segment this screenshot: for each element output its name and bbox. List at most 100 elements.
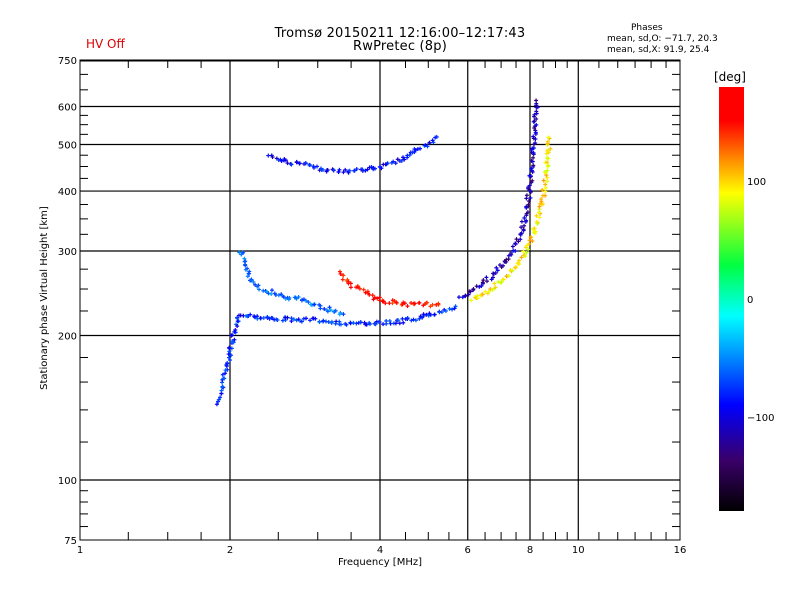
data-point <box>427 141 432 146</box>
data-point <box>337 167 342 172</box>
data-point <box>395 157 400 162</box>
data-point <box>483 289 488 294</box>
data-point <box>253 282 258 287</box>
data-point <box>543 185 548 190</box>
data-point <box>486 289 491 294</box>
data-point <box>532 112 537 117</box>
data-point <box>528 235 533 240</box>
x-tick-label: 4 <box>377 545 383 556</box>
data-point <box>434 134 439 139</box>
data-point <box>393 161 398 166</box>
data-point <box>430 302 435 307</box>
y-tick-label: 75 <box>64 536 77 547</box>
data-point <box>372 166 377 171</box>
data-point <box>517 258 522 263</box>
data-point <box>266 291 271 296</box>
data-point <box>397 321 402 326</box>
data-point <box>479 292 484 297</box>
data-point <box>269 292 274 297</box>
data-point <box>387 318 392 323</box>
data-point <box>479 284 484 289</box>
data-point <box>532 119 537 124</box>
data-point <box>528 195 533 200</box>
chart-subtitle: RwPretec (8p) <box>353 39 447 54</box>
data-point <box>385 161 390 166</box>
data-point <box>285 315 290 320</box>
data-point <box>495 268 500 273</box>
data-point <box>531 155 536 160</box>
hv-status-annotation: HV Off <box>86 37 125 51</box>
data-point <box>361 287 366 292</box>
data-point <box>457 295 462 300</box>
data-point <box>321 167 326 172</box>
data-point <box>521 228 526 233</box>
data-point <box>214 402 219 407</box>
data-point <box>537 204 542 209</box>
data-point <box>289 316 294 321</box>
data-point <box>522 223 527 228</box>
data-point <box>394 300 399 305</box>
data-point <box>327 305 332 310</box>
data-point <box>401 320 406 325</box>
data-point <box>447 306 452 311</box>
data-point <box>367 320 372 325</box>
data-point <box>531 150 536 155</box>
y-tick-label: 600 <box>58 103 77 114</box>
data-point <box>333 321 338 326</box>
data-point <box>432 312 437 317</box>
data-point <box>373 322 378 327</box>
data-point <box>417 316 422 321</box>
data-point <box>393 321 398 326</box>
data-point <box>526 202 531 207</box>
data-point <box>519 255 524 260</box>
data-point <box>426 313 431 318</box>
data-point <box>409 300 414 305</box>
data-point <box>513 241 518 246</box>
phases-stats-x-mode: mean, sd,X: 91.9, 25.4 <box>607 45 710 55</box>
data-point <box>518 232 523 237</box>
data-point <box>343 167 348 172</box>
data-point <box>543 182 548 187</box>
data-point <box>410 150 415 155</box>
data-point <box>383 162 388 167</box>
data-point <box>428 304 433 309</box>
data-point <box>331 168 336 173</box>
data-point <box>510 244 515 249</box>
data-point <box>519 219 524 224</box>
data-point <box>499 280 504 285</box>
data-point <box>522 215 527 220</box>
data-point <box>424 312 429 317</box>
data-point <box>294 159 299 164</box>
data-point <box>384 321 389 326</box>
data-point <box>269 288 274 293</box>
data-point <box>541 178 546 183</box>
x-tick-label: 2 <box>227 545 233 556</box>
data-point <box>539 197 544 202</box>
data-point <box>484 279 489 284</box>
y-tick-label: 400 <box>58 187 77 198</box>
data-point <box>525 210 530 215</box>
data-point <box>341 170 346 175</box>
data-point <box>248 312 253 317</box>
data-point <box>518 237 523 242</box>
data-point <box>358 320 363 325</box>
data-point <box>377 319 382 324</box>
data-point <box>490 275 495 280</box>
data-point <box>538 201 543 206</box>
data-point <box>527 183 532 188</box>
data-point <box>530 178 535 183</box>
data-point <box>545 148 550 153</box>
data-point <box>245 314 250 319</box>
data-points <box>214 98 553 407</box>
data-point <box>317 320 322 325</box>
data-point <box>299 319 304 324</box>
data-point <box>308 318 313 323</box>
axis-ticks <box>80 60 680 540</box>
chart-title: Tromsø 20150211 12:16:00–12:17:43 <box>274 26 526 41</box>
data-point <box>532 226 537 231</box>
data-point <box>220 372 225 377</box>
data-point <box>527 173 532 178</box>
data-point <box>526 199 531 204</box>
data-point <box>523 254 528 259</box>
data-point <box>297 161 302 166</box>
